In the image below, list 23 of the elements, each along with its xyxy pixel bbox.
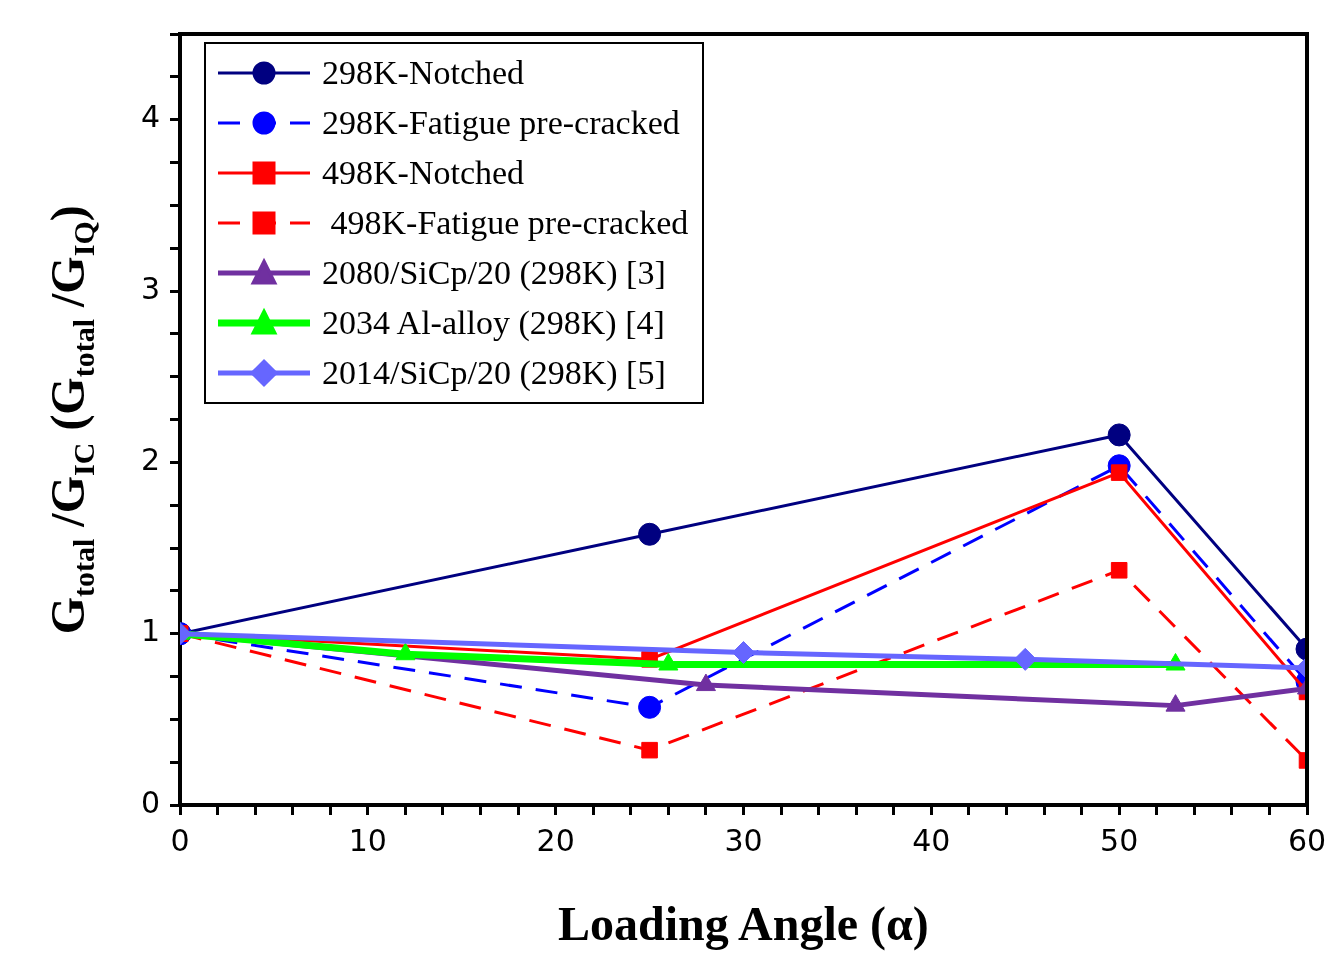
x-tick-label: 30 <box>724 822 763 858</box>
y-tick-label: 3 <box>140 270 160 306</box>
x-tick-label: 40 <box>912 822 951 858</box>
x-tick-label: 10 <box>348 822 387 858</box>
legend-label: 498K-Notched <box>322 154 525 192</box>
y-tick-label: 1 <box>140 613 160 649</box>
legend-label: 298K-Notched <box>322 54 525 92</box>
legend-label: 2080/SiCp/20 (298K) [3] <box>322 254 666 292</box>
y-tick-label: 2 <box>140 442 160 478</box>
legend-label: 2034 Al-alloy (298K) [4] <box>322 304 665 342</box>
point <box>641 741 658 759</box>
x-tick-label: 50 <box>1100 822 1139 858</box>
legend-label: 2014/SiCp/20 (298K) [5] <box>322 354 666 392</box>
x-tick-label: 60 <box>1287 822 1327 858</box>
x-tick-label: 0 <box>170 822 190 858</box>
y-tick-label: 0 <box>140 784 160 820</box>
legend-label: 298K-Fatigue pre-cracked <box>322 104 680 142</box>
x-tick-label: 20 <box>536 822 575 858</box>
point <box>732 641 755 665</box>
point <box>638 522 662 546</box>
y-tick-label: 4 <box>140 99 160 135</box>
x-axis-title: Loading Angle (α) <box>558 896 929 951</box>
legend-label: 498K-Fatigue pre-cracked <box>329 204 689 242</box>
